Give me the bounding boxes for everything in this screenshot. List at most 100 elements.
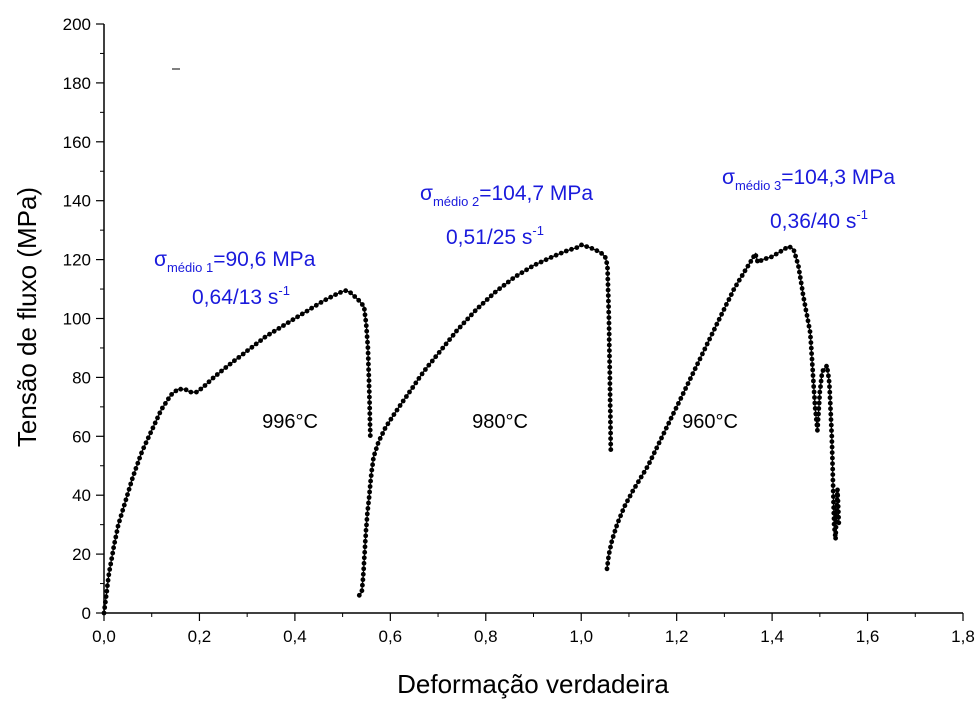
data-point: [791, 248, 797, 254]
data-point: [106, 572, 112, 578]
data-point: [835, 487, 840, 493]
data-point: [811, 384, 817, 389]
data-point: [488, 293, 494, 299]
data-point: [680, 391, 686, 396]
data-point: [606, 315, 612, 320]
data-point: [812, 395, 817, 400]
data-point: [769, 254, 774, 260]
data-point: [607, 408, 613, 414]
data-point: [589, 246, 595, 251]
data-point: [808, 345, 814, 351]
data-point: [419, 371, 425, 377]
data-point: [609, 539, 615, 545]
data-point: [676, 401, 681, 406]
series-layer: [101, 242, 842, 616]
data-point: [606, 331, 612, 337]
data-point: [533, 261, 539, 267]
data-point: [366, 383, 372, 389]
data-point: [391, 412, 397, 417]
data-point: [363, 527, 369, 533]
data-point: [716, 316, 722, 322]
data-point: [169, 392, 175, 397]
data-point: [816, 411, 821, 417]
data-point: [360, 571, 366, 577]
data-point: [608, 436, 613, 441]
data-point: [604, 260, 610, 266]
data-point: [365, 356, 371, 361]
data-point: [644, 465, 650, 470]
data-point: [815, 417, 821, 422]
data-point: [519, 270, 525, 276]
data-point: [721, 307, 727, 312]
annotation-1-stress: σmédio 1=90,6 MPa: [154, 248, 316, 275]
data-point: [128, 481, 134, 487]
data-point: [816, 400, 822, 406]
data-point: [472, 308, 478, 314]
data-point: [369, 467, 375, 473]
data-point: [240, 351, 246, 357]
data-point: [145, 435, 151, 441]
data-point: [685, 381, 691, 386]
data-point: [599, 251, 604, 256]
annotation-3-sigma: σ: [722, 166, 735, 189]
data-point: [649, 455, 655, 461]
data-point: [373, 446, 379, 452]
data-point: [804, 313, 810, 318]
data-point: [661, 430, 667, 436]
data-point: [569, 246, 574, 252]
data-point: [608, 447, 614, 452]
data-point: [796, 264, 801, 269]
data-point: [614, 523, 619, 529]
data-point: [118, 513, 124, 518]
data-point: [607, 348, 612, 353]
data-point: [607, 375, 613, 381]
data-point: [103, 599, 108, 605]
data-point: [366, 389, 372, 394]
data-point: [690, 371, 696, 377]
data-point: [808, 340, 814, 345]
data-point: [426, 362, 432, 368]
data-point: [367, 416, 373, 422]
data-point: [612, 528, 618, 534]
data-point: [671, 410, 676, 416]
annotation-1-subscript: médio 1: [167, 260, 213, 275]
data-point: [356, 297, 362, 303]
data-point: [501, 282, 507, 288]
data-point: [688, 376, 693, 381]
y-tick-label: 100: [63, 310, 91, 329]
annotation-1-rate: 0,64/13 s-1: [192, 283, 290, 309]
data-point: [758, 258, 764, 263]
data-point: [365, 350, 371, 356]
data-point: [607, 353, 612, 359]
data-point: [367, 484, 373, 489]
data-point: [101, 610, 107, 616]
x-tick-label: 1,0: [569, 627, 593, 646]
data-point: [622, 503, 628, 509]
y-tick-label: 20: [72, 545, 91, 564]
data-point: [811, 378, 816, 384]
data-point: [404, 394, 409, 399]
data-point: [377, 436, 383, 441]
data-point: [606, 555, 611, 561]
data-point: [249, 344, 255, 350]
data-point: [606, 326, 612, 331]
annotation-1-rate-exp: -1: [278, 283, 290, 298]
data-point: [183, 387, 189, 393]
data-point: [817, 395, 822, 400]
data-point: [773, 251, 779, 257]
data-point: [633, 484, 638, 489]
series-line: [103, 289, 371, 614]
series-1: [101, 288, 373, 616]
data-point: [807, 329, 813, 334]
data-point: [830, 461, 835, 466]
data-point: [778, 248, 784, 254]
data-point: [245, 348, 250, 353]
data-point: [114, 529, 120, 534]
data-point: [835, 504, 841, 509]
data-point: [440, 345, 446, 351]
data-point: [538, 259, 544, 265]
data-point: [447, 337, 452, 342]
data-point: [553, 252, 559, 258]
data-point: [528, 264, 534, 270]
annotation-3-rate-exp: -1: [856, 207, 868, 222]
